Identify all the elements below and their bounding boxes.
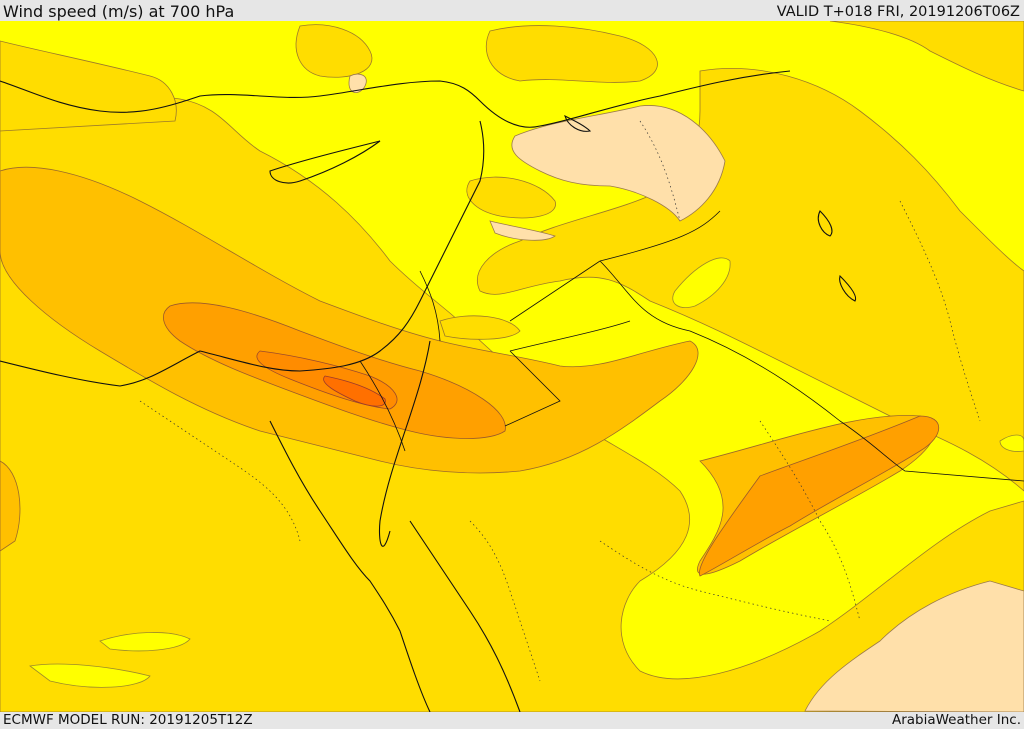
patch-north-1 bbox=[295, 24, 373, 78]
map-svg bbox=[0, 21, 1024, 712]
jet-core-west bbox=[0, 166, 699, 474]
pocket-south-west-1 bbox=[99, 632, 191, 652]
border-jordan-iraq bbox=[509, 260, 601, 322]
patch-west-edge bbox=[0, 460, 21, 552]
map-title: Wind speed (m/s) at 700 hPa bbox=[3, 2, 235, 21]
region-north-west bbox=[0, 40, 177, 132]
pocket-east-edge bbox=[999, 434, 1024, 452]
coastline-red-sea bbox=[409, 520, 521, 712]
province-line-5 bbox=[469, 520, 541, 682]
border-syria-iraq bbox=[599, 210, 721, 262]
jet-strong-east bbox=[698, 415, 939, 577]
region-east bbox=[477, 68, 1024, 492]
border-egypt-israel bbox=[359, 360, 406, 452]
pocket-east bbox=[672, 257, 731, 308]
border-jordan-south bbox=[504, 350, 561, 427]
band-max-group bbox=[323, 375, 386, 407]
credit: ArabiaWeather Inc. bbox=[891, 712, 1021, 728]
province-line-4 bbox=[759, 420, 861, 622]
calm-group bbox=[348, 73, 1024, 712]
coastline-east-med bbox=[0, 120, 485, 387]
header-bar: Wind speed (m/s) at 700 hPa VALID T+018 … bbox=[0, 0, 1024, 21]
island-gulf-2 bbox=[839, 274, 857, 302]
province-lines bbox=[139, 120, 981, 682]
calm-region-north bbox=[511, 105, 726, 222]
province-line-1 bbox=[139, 400, 301, 542]
borders bbox=[359, 210, 1024, 482]
province-line-3 bbox=[639, 120, 681, 222]
jet-peak bbox=[323, 375, 386, 407]
coastlines bbox=[0, 70, 857, 712]
patch-north-2 bbox=[485, 25, 658, 83]
province-line-2 bbox=[599, 540, 831, 622]
model-run: ECMWF MODEL RUN: 20191205T12Z bbox=[3, 712, 253, 728]
border-jordan-saudi bbox=[509, 320, 631, 352]
patch-north-east bbox=[829, 21, 1024, 92]
wind-speed-map bbox=[0, 21, 1024, 712]
patch-jordan bbox=[439, 315, 521, 340]
footer-bar: ECMWF MODEL RUN: 20191205T12Z ArabiaWeat… bbox=[0, 712, 1024, 729]
valid-time: VALID T+018 FRI, 20191206T06Z bbox=[776, 4, 1020, 20]
coastline-north bbox=[0, 70, 791, 128]
coastline-gulf-suez bbox=[269, 420, 431, 712]
coastline-aqaba bbox=[378, 340, 431, 547]
patch-central bbox=[466, 176, 556, 219]
cyprus-coast bbox=[269, 140, 381, 184]
border-israel-jordan bbox=[419, 270, 441, 342]
calm-patch-small bbox=[348, 73, 367, 93]
pocket-south-west-2 bbox=[29, 663, 151, 688]
calm-region-south-east bbox=[804, 580, 1024, 712]
island-gulf-1 bbox=[817, 210, 833, 237]
yellow-pockets bbox=[29, 257, 1024, 688]
border-saudi-iraq bbox=[599, 260, 1024, 482]
calm-patch-central bbox=[489, 220, 556, 241]
lake-feature bbox=[564, 114, 592, 132]
